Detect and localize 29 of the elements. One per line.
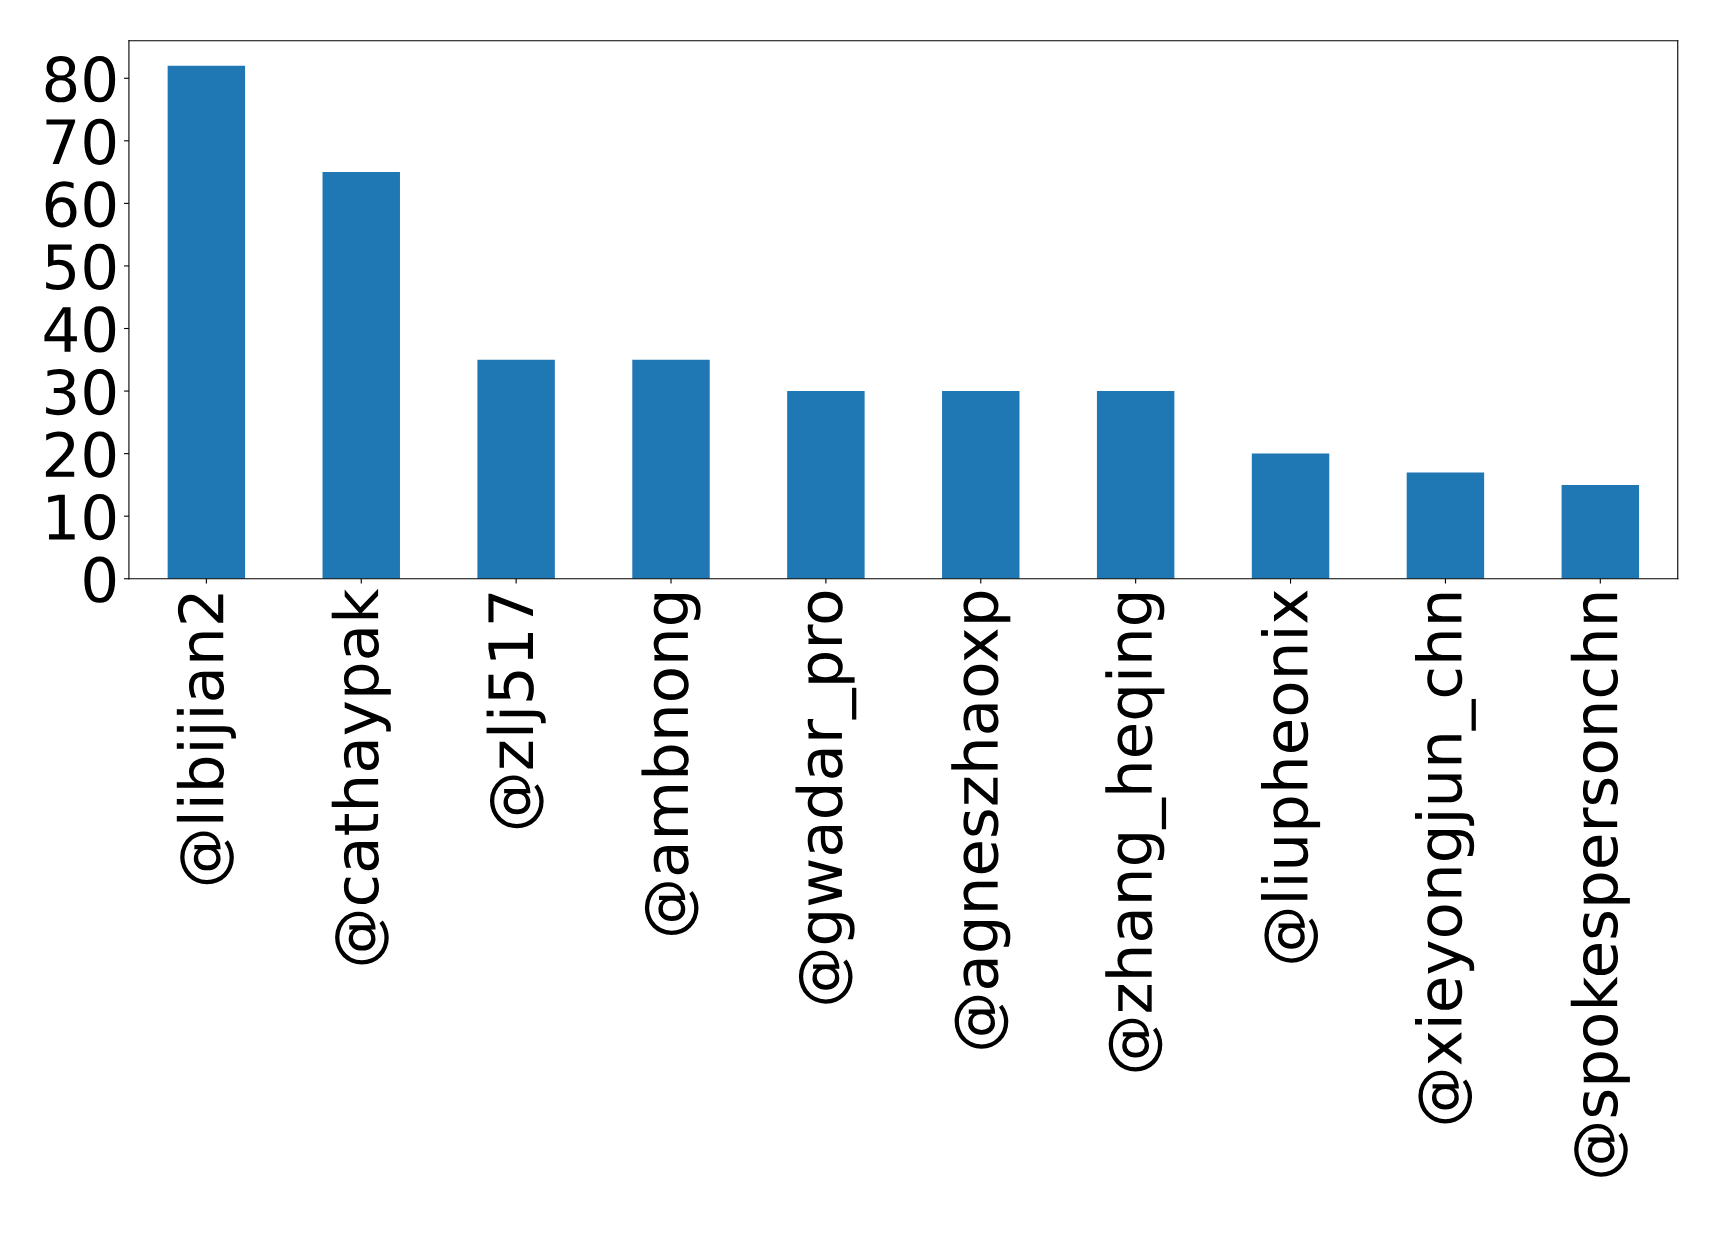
bar	[1096, 391, 1175, 579]
bar	[1406, 472, 1485, 579]
y-tick-label: 20	[45, 431, 116, 478]
y-tick-label: 60	[45, 181, 116, 228]
bar	[1561, 484, 1640, 579]
y-tick-label: 40	[44, 306, 116, 353]
x-tick-label: @cathaypak	[331, 588, 391, 965]
x-tick-label: @ambnong	[641, 594, 701, 935]
x-tick-label: @libijian2	[176, 594, 236, 885]
x-tick-label: @gwadar_pro	[795, 591, 857, 1004]
bar	[477, 359, 555, 579]
x-tick-label: @agneszhaoxp	[951, 591, 1011, 1049]
bar	[1251, 453, 1330, 579]
bar	[322, 172, 400, 579]
x-tick-label: @xieyongjun_chn	[1415, 593, 1476, 1124]
y-tick-label: 50	[46, 243, 116, 291]
y-tick-label: 0	[84, 556, 116, 603]
y-tick-label: 80	[45, 56, 116, 103]
y-tick-label: 10	[48, 494, 116, 541]
bar	[787, 391, 865, 579]
x-tick-label: @spokespersonchn	[1570, 593, 1630, 1177]
y-tick-label: 30	[46, 368, 116, 416]
x-tick-label: @zhang_heqing	[1105, 594, 1167, 1072]
y-tick-label: 70	[46, 118, 116, 165]
bar	[942, 391, 1020, 579]
bar	[632, 359, 710, 579]
x-tick-label: @liupheonix	[1260, 590, 1321, 963]
x-tick-label: @zlj517	[486, 593, 546, 829]
bar	[167, 65, 246, 579]
